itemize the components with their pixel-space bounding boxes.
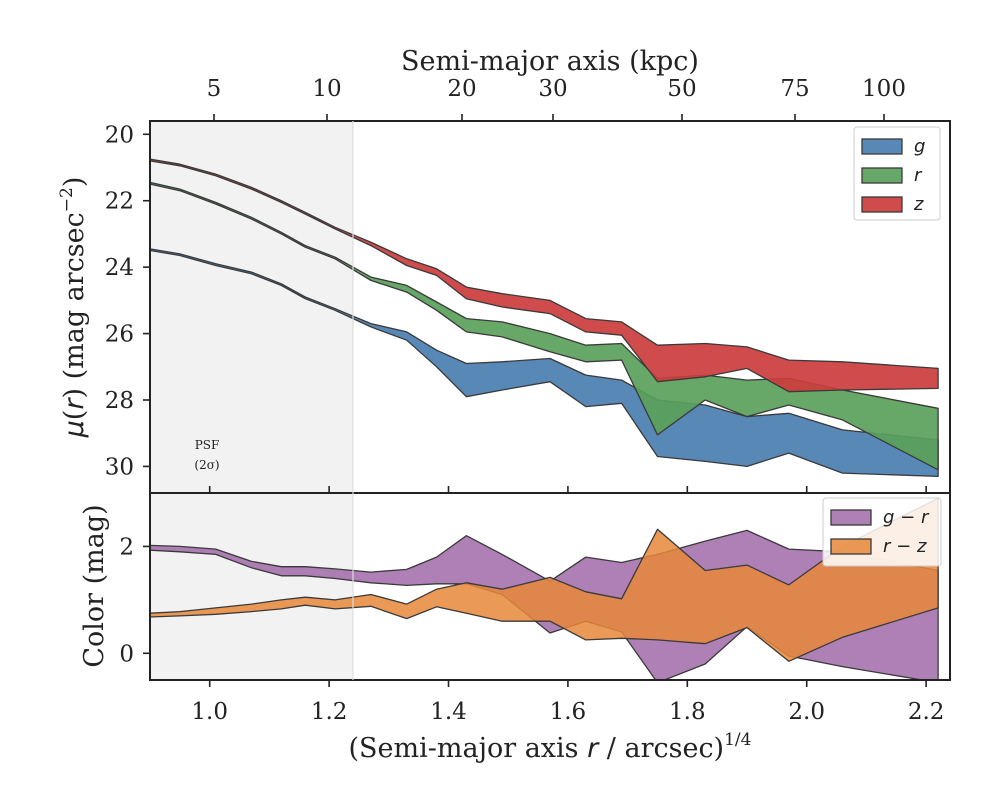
x-tick-label-3: 1.6 (550, 699, 587, 725)
top-y-tick-label-5: 30 (105, 454, 134, 480)
top-y-tick-label-3: 26 (105, 322, 134, 348)
surface-brightness-areas (150, 158, 939, 478)
top-tick-label-2: 20 (447, 76, 476, 102)
legend-label-1: r (914, 165, 923, 186)
bottom-panel-frame (149, 492, 951, 681)
legend-swatch-0 (861, 138, 903, 155)
psf-region-top (150, 121, 353, 493)
axis-ticks (143, 114, 927, 687)
bottom-y-axis-label: Color (mag) (79, 504, 110, 667)
x-axis-label: (Semi-major axis r / arcsec)1/4 (349, 730, 752, 764)
top-axis-label: Semi-major axis (kpc) (401, 46, 699, 77)
area-surface-brightness-0 (150, 248, 939, 478)
top-y-tick-label-1: 22 (105, 189, 134, 215)
top-y-tick-label-4: 28 (105, 388, 134, 414)
legend-swatch-2 (861, 196, 903, 213)
x-tick-label-1: 1.2 (311, 699, 348, 725)
top-tick-label-3: 30 (538, 76, 567, 102)
legend-label-0: g (914, 136, 925, 157)
legend-swatch-0 (830, 509, 872, 526)
legend-label-0: g − r (883, 507, 930, 528)
color-areas (150, 497, 939, 680)
x-tick-label-5: 2.0 (788, 699, 825, 725)
top-tick-label-6: 100 (862, 76, 906, 102)
bottom-y-tick-label-1: 2 (119, 534, 134, 560)
area-surface-brightness-2 (150, 158, 939, 393)
legend-swatch-1 (861, 167, 903, 184)
psf-region-bottom (150, 493, 353, 680)
area-surface-brightness-1 (150, 181, 939, 471)
legend-label-1: r − z (883, 536, 927, 557)
top-tick-label-1: 10 (312, 76, 341, 102)
x-tick-label-4: 1.8 (669, 699, 706, 725)
area-color-1 (150, 497, 939, 662)
top-y-tick-label-2: 24 (105, 255, 134, 281)
top-tick-label-4: 50 (667, 76, 696, 102)
top-tick-label-0: 5 (207, 76, 222, 102)
legend-swatch-1 (830, 538, 872, 555)
psf-sigma-label: (2σ) (194, 458, 219, 472)
psf-label: PSF (195, 438, 220, 452)
x-tick-label-2: 1.4 (430, 699, 467, 725)
legend-surface-brightness: grz (853, 126, 941, 221)
legend-color: g − r r − z (822, 497, 942, 567)
x-tick-label-0: 1.0 (191, 699, 228, 725)
top-y-tick-label-0: 20 (105, 122, 134, 148)
bottom-y-tick-label-0: 0 (119, 641, 134, 667)
top-y-axis-label: μ(r) (mag arcsec−2) (57, 177, 90, 439)
x-tick-label-6: 2.2 (908, 699, 945, 725)
legend-label-2: z (913, 194, 924, 215)
top-tick-label-5: 75 (780, 76, 809, 102)
